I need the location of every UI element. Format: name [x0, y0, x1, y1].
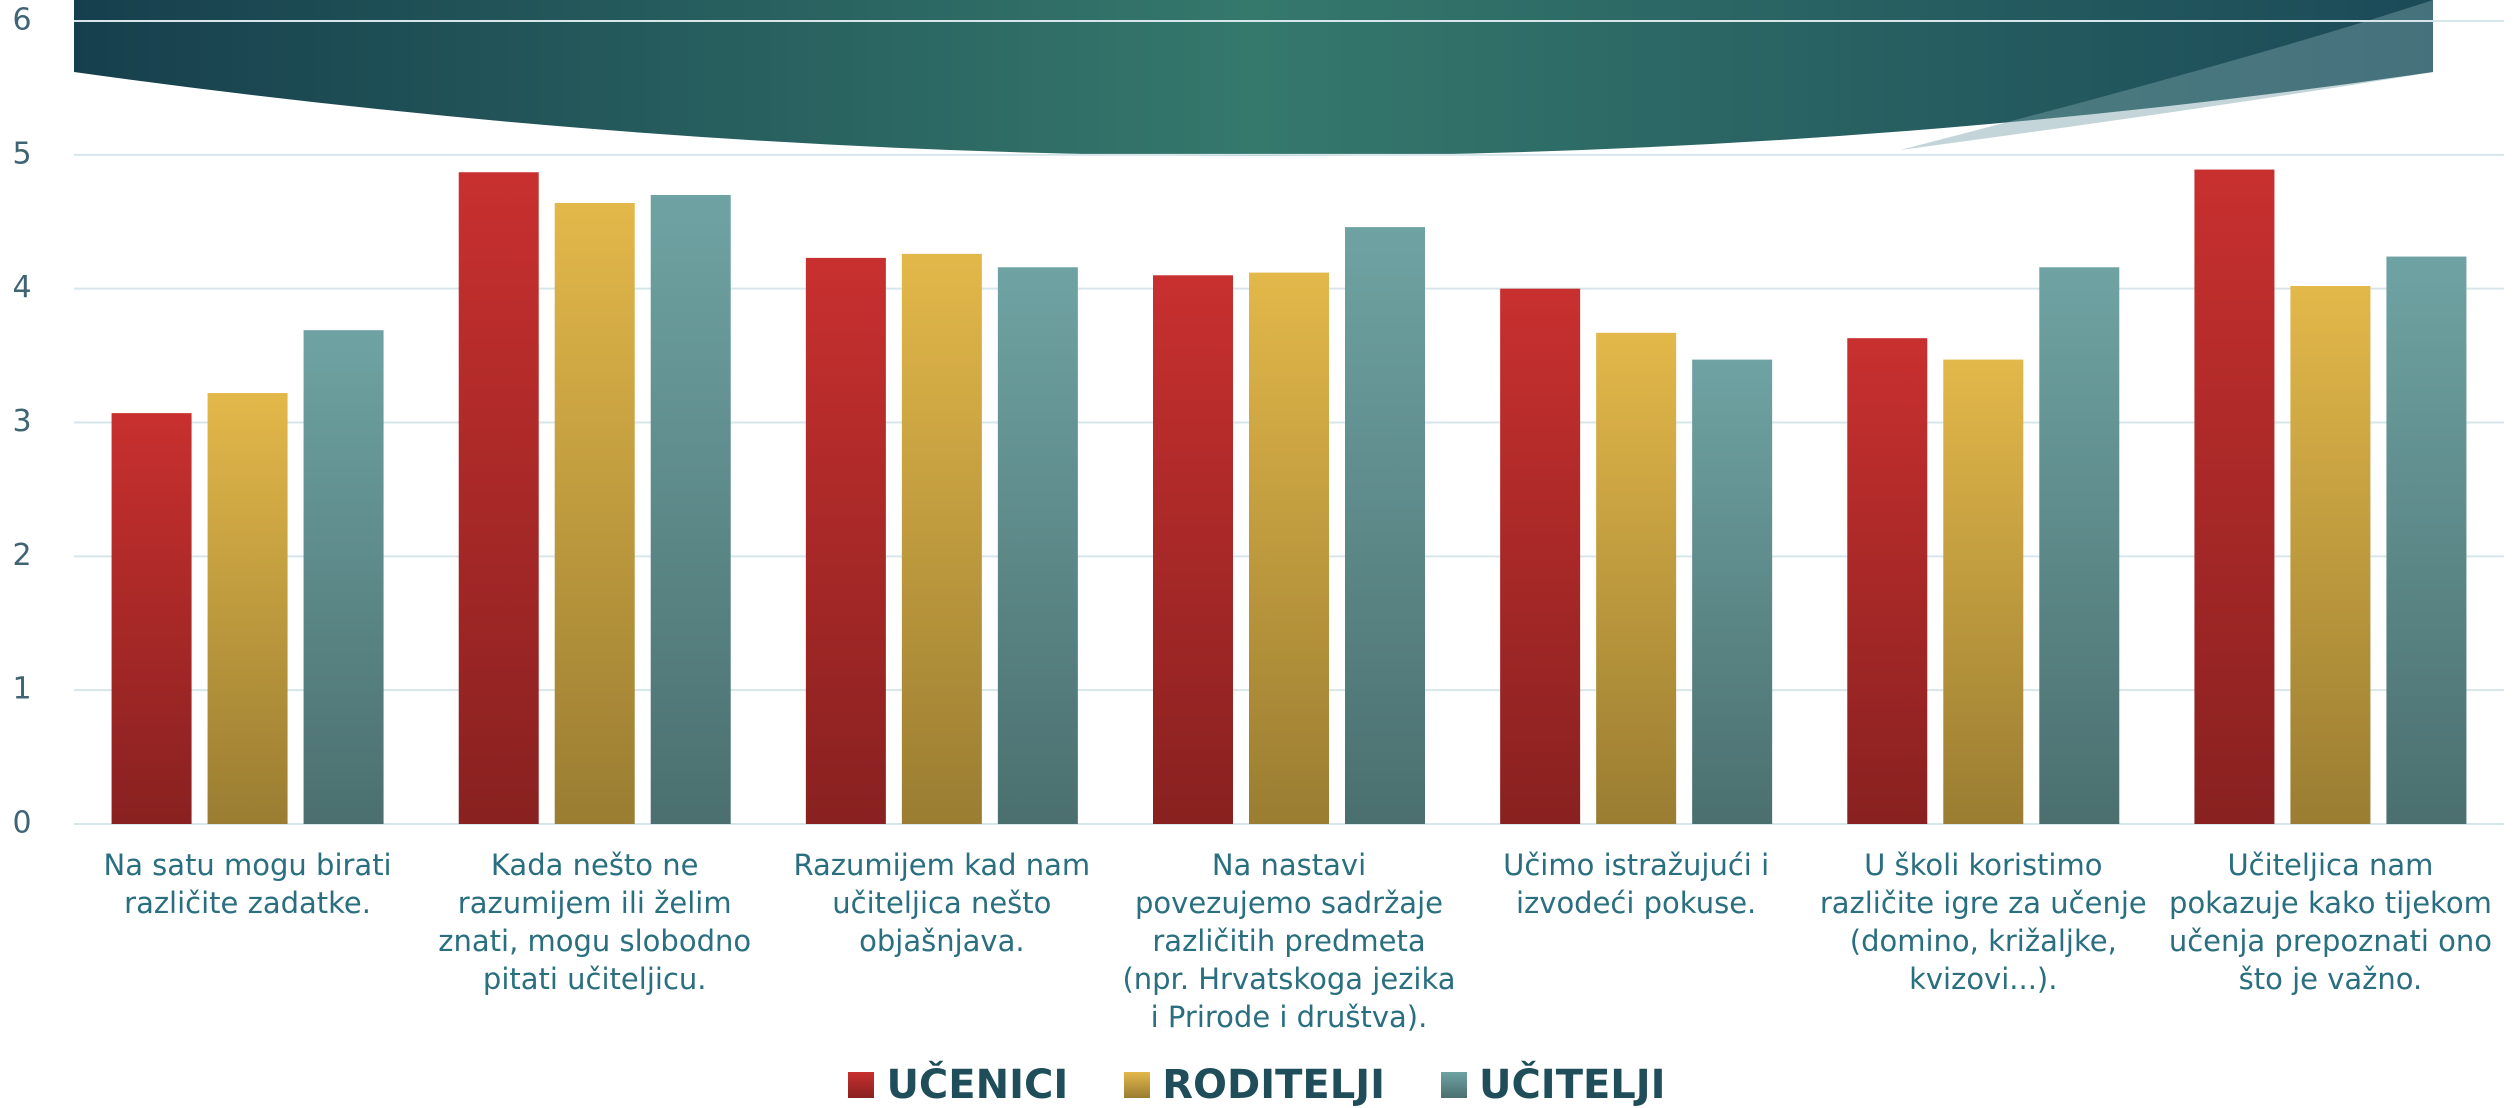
legend-item: UČITELJI [1440, 1062, 1666, 1108]
legend-label: UČENICI [886, 1062, 1069, 1108]
bar [554, 203, 635, 825]
x-tick-label: Na satu mogu birati različite zadatke. [103, 848, 392, 920]
legend-swatch [1124, 1072, 1151, 1098]
bar [1249, 272, 1329, 824]
y-tick-label: 1 [12, 672, 31, 707]
bar [901, 253, 982, 824]
legend-label: UČITELJI [1478, 1062, 1666, 1108]
y-tick-label: 2 [12, 538, 31, 573]
bar [303, 330, 384, 824]
y-tick-label: 3 [12, 404, 31, 439]
bar [1596, 332, 1677, 824]
bar [1847, 338, 1928, 824]
x-tick-label: U školi koristimo različite igre za učen… [1819, 848, 2147, 996]
bar [1692, 359, 1773, 824]
y-tick-label: 6 [12, 3, 31, 38]
bar [2194, 169, 2275, 824]
y-tick-label: 4 [12, 270, 31, 305]
legend-swatch [1440, 1072, 1467, 1098]
header-banner [74, 0, 2433, 156]
y-tick-label: 0 [12, 806, 31, 841]
x-tick-label: Učiteljica nam pokazuje kako tijekom uče… [2168, 848, 2492, 996]
bar [458, 172, 539, 824]
x-tick-label: Razumijem kad nam učiteljica nešto objaš… [793, 848, 1091, 958]
bar [1345, 227, 1425, 824]
x-tick-label: Na nastavi povezujemo sadržaje različiti… [1122, 848, 1456, 1034]
bar [207, 393, 288, 824]
legend-swatch [848, 1072, 875, 1098]
bar [2290, 285, 2371, 824]
x-tick-label: Kada nešto ne razumijem ili želim znati,… [438, 848, 752, 996]
legend-label: RODITELJI [1162, 1062, 1385, 1108]
bar [805, 257, 886, 824]
y-tick-label: 5 [12, 136, 31, 171]
x-tick-label: Učimo istražujući i izvodeći pokuse. [1503, 848, 1770, 920]
bar [111, 413, 192, 824]
bar [997, 267, 1078, 825]
legend-item: RODITELJI [1124, 1062, 1385, 1108]
legend: UČENICI RODITELJI UČITELJI [0, 1062, 2514, 1108]
bar [2386, 256, 2467, 825]
bar [2039, 267, 2120, 825]
bar [650, 194, 731, 824]
legend-item: UČENICI [848, 1062, 1068, 1108]
bar [1153, 275, 1233, 824]
bar [1943, 359, 2024, 824]
bar [1500, 288, 1581, 825]
